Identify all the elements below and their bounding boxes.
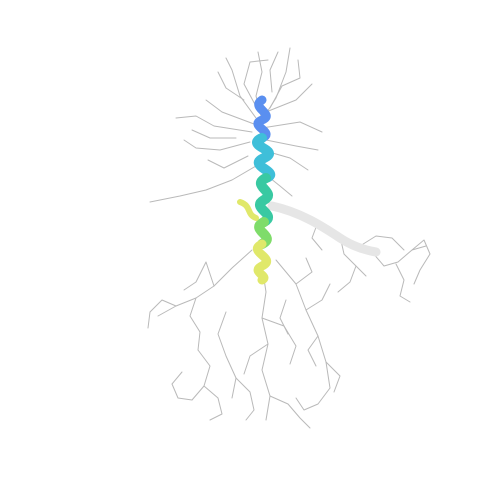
sidechain-stick [371, 245, 427, 267]
sidechain-stick [205, 99, 255, 125]
sidechain-stick [183, 139, 251, 151]
sidechain-stick [411, 239, 431, 285]
sidechain-stick [243, 343, 269, 375]
sidechain-stick [339, 235, 367, 277]
sidechain-stick [279, 299, 289, 335]
sidechain-stick [261, 317, 297, 365]
sidechain-stick [325, 361, 341, 393]
helix-segment-bottom [252, 239, 272, 285]
helix-segment-upper [252, 133, 276, 183]
sidechain-stick [269, 395, 311, 429]
sidechain-stick [269, 51, 279, 93]
sidechain-stick [183, 261, 215, 291]
sidechain-stick [243, 59, 269, 111]
sidechain-stick [147, 299, 177, 329]
sidechain-stick [305, 283, 331, 311]
sidechain-stick [261, 47, 291, 121]
sidechain-stick [359, 235, 405, 251]
sidechain-stick [225, 57, 257, 119]
sidechain-stick [191, 349, 211, 401]
sidechain-stick [171, 371, 193, 401]
sidechain-stick [295, 257, 313, 285]
sidechain-stick [191, 129, 237, 139]
sidechain-stick [175, 115, 253, 133]
helix-segment-mid [255, 173, 273, 227]
sidechain-stick [265, 83, 313, 113]
sidechain-stick [217, 71, 245, 101]
helix-segment-top [253, 95, 271, 143]
sidechain-stick [265, 139, 319, 151]
sidechain-stick [261, 121, 323, 133]
sidechain-stick [295, 387, 331, 411]
sidechain-stick [235, 377, 255, 421]
helix-side-yellow [237, 199, 259, 221]
sidechain-stick [275, 259, 331, 389]
sidechain-stick [217, 311, 237, 399]
sidechain-stick [207, 155, 249, 169]
sidechain-stick [337, 265, 357, 293]
helix-ribbon [237, 95, 276, 285]
sidechain-stick [261, 265, 271, 421]
sidechain-stick [157, 249, 253, 317]
sidechain-stick [269, 59, 301, 109]
sidechain-stick [307, 335, 319, 367]
sidechain-stick [395, 263, 411, 303]
sidechain-stick [149, 165, 257, 203]
loop-ribbon-path [267, 201, 381, 257]
sidechain-stick [203, 385, 223, 421]
loop-ribbon [267, 201, 381, 257]
sidechain-sticks [147, 47, 431, 429]
sidechain-stick [189, 297, 201, 351]
